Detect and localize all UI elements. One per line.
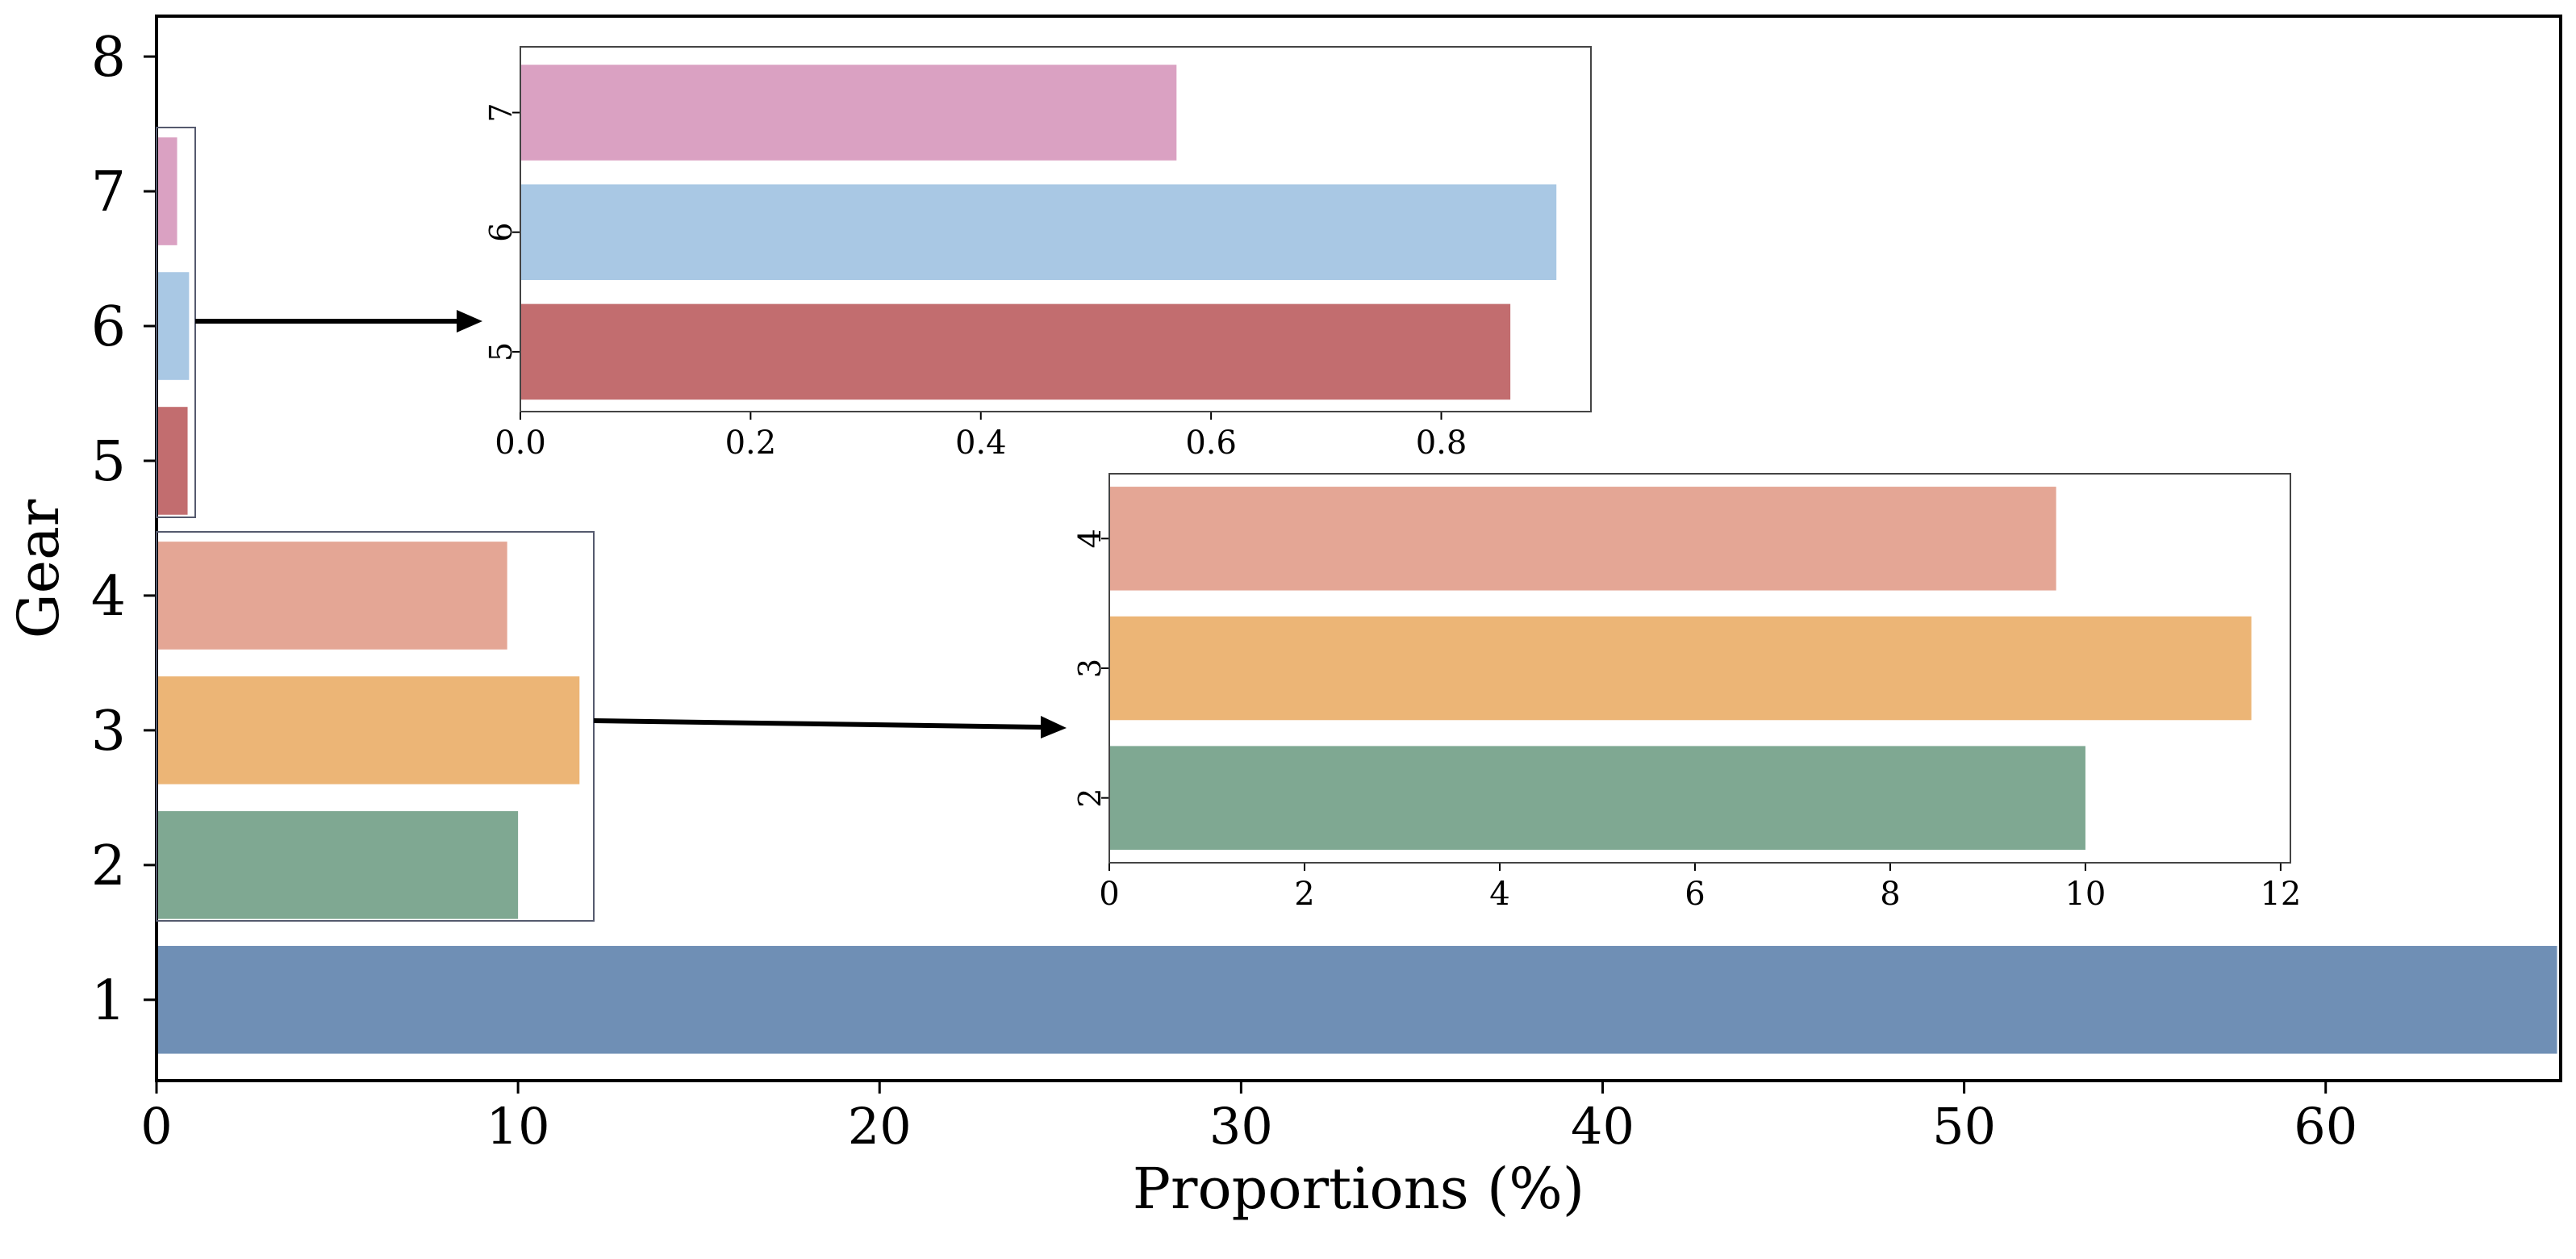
arrow-to-inset-2-4	[593, 718, 1042, 730]
main-bars	[157, 137, 2557, 1054]
y-tick-label-4: 4	[91, 565, 126, 629]
arrow-head-inset-5-7	[457, 310, 482, 333]
inset-gears-5-7-x-tick-label-1: 0.2	[725, 425, 777, 462]
inset-gears-2-4-x-tick-label-1: 2	[1294, 876, 1314, 913]
inset-gears-2-4-x-tick-label-4: 8	[1880, 876, 1900, 913]
bar-gear-7	[157, 137, 177, 245]
bar-gear-3	[157, 676, 580, 784]
inset-gears-5-7-frame	[520, 46, 1592, 412]
bar-gear-6	[157, 272, 190, 380]
y-tick-label-6: 6	[91, 295, 126, 359]
y-tick-label-1: 1	[91, 969, 126, 1033]
bar-gear-4	[157, 542, 507, 650]
inset-gears-5-7-x-tick-label-3: 0.6	[1185, 425, 1237, 462]
inset-gears-2-4-x-tick-label-5: 10	[2065, 876, 2106, 913]
y-axis-label: Gear	[6, 499, 72, 638]
x-tick-label-20: 20	[848, 1097, 912, 1156]
inset-gears-2-4-y-tick-label-4: 4	[1072, 529, 1108, 548]
inset-gears-2-4-x-tick-label-3: 6	[1685, 876, 1705, 913]
inset-gears-5-7-x-tick-label-4: 0.8	[1416, 425, 1468, 462]
bar-gear-1	[157, 946, 2557, 1054]
inset-gears-5-7-bar-7	[520, 65, 1177, 161]
inset-gears-5-7-x-tick-label-0: 0.0	[495, 425, 546, 462]
inset-gears-2-4-bar-2	[1109, 746, 2085, 850]
inset-gears-2-4-y-tick-label-3: 3	[1072, 659, 1108, 678]
inset-gears-5-7: 5 6 7 0.0 0.2 0.4 0.6 0.8	[483, 46, 1592, 462]
zoom-box-gears-2-4	[156, 531, 595, 922]
inset-gears-2-4-x-tick-label-6: 12	[2260, 876, 2301, 913]
y-tick-label-2: 2	[91, 834, 126, 898]
inset-gears-5-7-x-tick-label-2: 0.4	[955, 425, 1007, 462]
x-axis-label: Proportions (%)	[1133, 1156, 1584, 1222]
inset-gears-5-7-y-tick-label-5: 5	[483, 342, 519, 362]
y-tick-label-8: 8	[91, 26, 126, 90]
x-tick-label-40: 40	[1571, 1097, 1635, 1156]
bar-gear-2	[157, 811, 519, 919]
inset-gears-2-4-x-tick-label-0: 0	[1099, 876, 1119, 913]
x-tick-label-10: 10	[486, 1097, 550, 1156]
y-tick-label-3: 3	[91, 700, 126, 763]
x-tick-label-60: 60	[2294, 1097, 2357, 1156]
inset-gears-5-7-y-tick-label-7: 7	[483, 102, 519, 122]
inset-gears-5-7-bar-6	[520, 184, 1557, 280]
x-tick-label-0: 0	[140, 1097, 172, 1156]
zoom-arrows	[195, 310, 1067, 738]
x-tick-label-30: 30	[1209, 1097, 1273, 1156]
inset-gears-2-4-y-tick-label-2: 2	[1072, 788, 1108, 808]
y-tick-label-7: 7	[91, 161, 126, 224]
inset-gears-2-4: 2 3 4 0 2 4 6 8 10 12	[1072, 473, 2301, 913]
inset-gears-2-4-x-tick-label-2: 4	[1489, 876, 1509, 913]
inset-gears-2-4-frame	[1108, 473, 2291, 864]
inset-gears-2-4-bar-3	[1109, 616, 2252, 721]
inset-gears-5-7-y-tick-label-6: 6	[483, 223, 519, 242]
y-tick-label-5: 5	[91, 430, 126, 494]
x-tick-label-50: 50	[1932, 1097, 1996, 1156]
bar-gear-5	[157, 407, 188, 515]
inset-gears-2-4-bar-4	[1109, 487, 2056, 591]
inset-gears-5-7-bar-5	[520, 303, 1511, 400]
arrow-head-inset-2-4	[1041, 716, 1067, 738]
